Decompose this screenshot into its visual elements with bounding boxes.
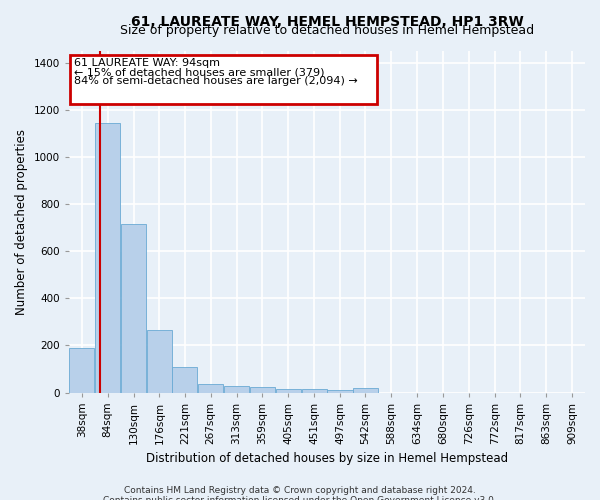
Y-axis label: Number of detached properties: Number of detached properties <box>15 129 28 315</box>
Bar <box>302 389 327 392</box>
Bar <box>328 390 353 392</box>
Bar <box>121 224 146 392</box>
Text: 61 LAUREATE WAY: 94sqm: 61 LAUREATE WAY: 94sqm <box>74 58 220 68</box>
Text: Contains public sector information licensed under the Open Government Licence v3: Contains public sector information licen… <box>103 496 497 500</box>
Text: Size of property relative to detached houses in Hemel Hempstead: Size of property relative to detached ho… <box>120 24 534 38</box>
Bar <box>198 384 223 392</box>
FancyBboxPatch shape <box>70 54 377 104</box>
Title: 61, LAUREATE WAY, HEMEL HEMPSTEAD, HP1 3RW: 61, LAUREATE WAY, HEMEL HEMPSTEAD, HP1 3… <box>131 15 523 29</box>
Bar <box>353 388 378 392</box>
Bar <box>224 386 249 392</box>
Bar <box>172 368 197 392</box>
Text: Contains HM Land Registry data © Crown copyright and database right 2024.: Contains HM Land Registry data © Crown c… <box>124 486 476 495</box>
Bar <box>275 389 301 392</box>
Bar <box>69 348 94 393</box>
Bar <box>95 123 121 392</box>
Text: 84% of semi-detached houses are larger (2,094) →: 84% of semi-detached houses are larger (… <box>74 76 358 86</box>
Text: ← 15% of detached houses are smaller (379): ← 15% of detached houses are smaller (37… <box>74 68 325 78</box>
Bar <box>147 330 172 392</box>
X-axis label: Distribution of detached houses by size in Hemel Hempstead: Distribution of detached houses by size … <box>146 452 508 465</box>
Bar <box>250 388 275 392</box>
